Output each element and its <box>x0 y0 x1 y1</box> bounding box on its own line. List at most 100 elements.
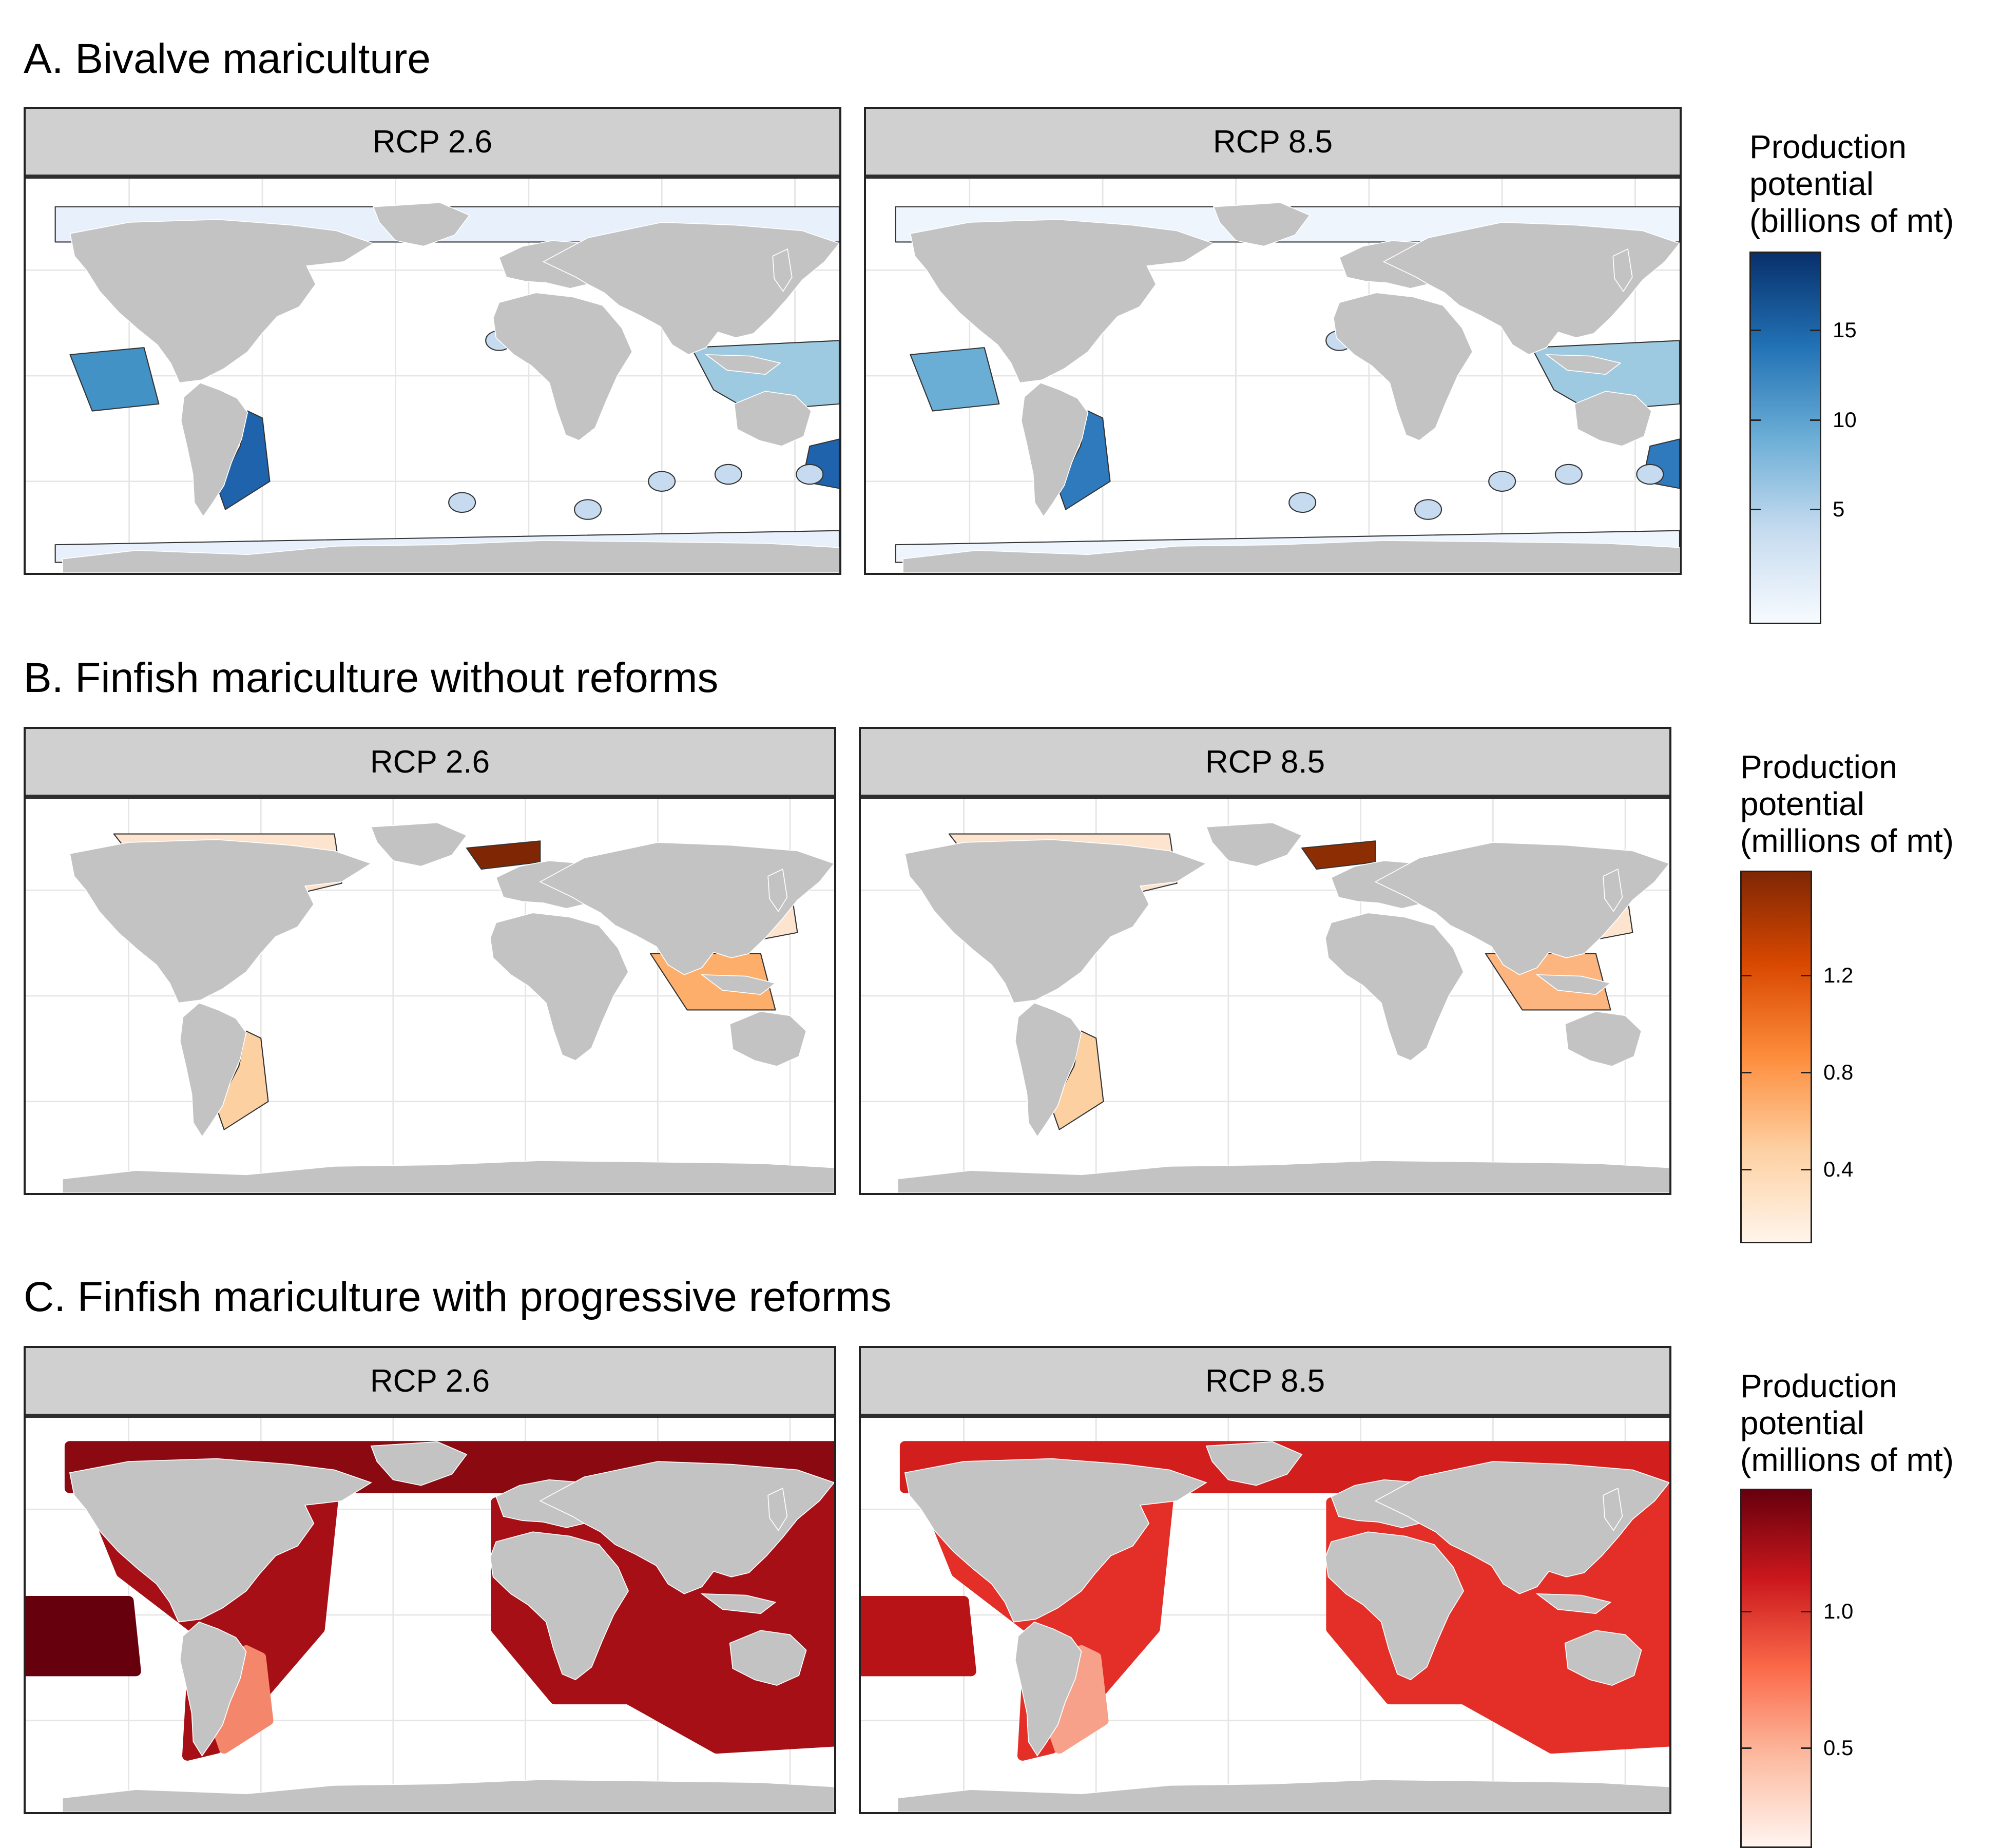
land-mass <box>1014 1002 1082 1138</box>
colorbar-tick-label: 1.2 <box>1823 963 1854 988</box>
map-panel-bivalve-rcp26: RCP 2.6 <box>24 107 841 575</box>
land-mass <box>1374 842 1669 975</box>
production-zone <box>211 1645 274 1754</box>
land-mass <box>490 912 629 1062</box>
production-zone <box>1636 464 1664 485</box>
land-mass <box>734 391 812 447</box>
legend-title-bivalve: Production potential (billions of mt) <box>1749 128 1954 239</box>
map-canvas <box>861 799 1669 1193</box>
land-mass <box>539 1461 834 1594</box>
colorbar-tick <box>1740 1611 1751 1612</box>
production-zone <box>26 1595 141 1677</box>
production-zone <box>217 410 271 510</box>
colorbar-tick <box>1801 975 1812 977</box>
production-zone <box>216 1030 269 1130</box>
production-zone <box>861 1595 976 1677</box>
land-mass <box>897 1779 1669 1812</box>
land-mass <box>1612 248 1633 292</box>
production-zone <box>1047 1645 1109 1754</box>
land-mass <box>373 202 470 247</box>
colorbar-tick-label: 1.0 <box>1823 1599 1854 1623</box>
colorbar-tick <box>1810 419 1821 421</box>
land-mass <box>62 540 839 573</box>
colorbar-tick <box>1749 330 1761 332</box>
panel-strip-label: RCP 8.5 <box>866 109 1680 179</box>
land-mass <box>539 842 834 975</box>
colorbar-tick <box>1740 1747 1751 1749</box>
land-mass <box>1535 974 1612 995</box>
colorbar-tick <box>1740 975 1751 977</box>
map-panel-finfish-no-reform-rcp85: RCP 8.5 <box>859 727 1671 1195</box>
colorbar-finfish-no-reform <box>1740 871 1812 1243</box>
colorbar-tick-label: 10 <box>1833 407 1857 432</box>
map-canvas <box>861 1418 1669 1812</box>
production-zone <box>448 492 476 513</box>
land-mass <box>1574 391 1652 447</box>
colorbar-tick <box>1810 508 1821 510</box>
land-mass <box>179 1002 247 1138</box>
land-mass <box>69 219 375 383</box>
land-mass <box>729 1011 807 1067</box>
production-zone <box>1057 410 1111 510</box>
land-mass <box>904 839 1207 1004</box>
land-mass <box>902 540 1680 573</box>
map-canvas <box>866 179 1680 573</box>
map-canvas <box>26 1418 834 1812</box>
world-map <box>866 179 1680 573</box>
land-mass <box>700 1593 777 1614</box>
land-mass <box>1325 1531 1465 1681</box>
colorbar-bivalve <box>1749 252 1821 624</box>
land-mass <box>1205 822 1303 867</box>
land-mass <box>62 1160 834 1193</box>
land-mass <box>1205 1441 1303 1486</box>
colorbar-tick <box>1801 1168 1812 1170</box>
land-mass <box>1333 292 1473 441</box>
land-mass <box>62 1779 834 1812</box>
land-mass <box>69 1458 372 1623</box>
production-zone <box>1288 492 1317 513</box>
land-mass <box>1603 868 1623 912</box>
land-mass <box>370 1441 468 1486</box>
production-zone <box>1488 471 1516 492</box>
production-zone <box>574 499 602 520</box>
colorbar-tick-label: 0.8 <box>1823 1060 1854 1085</box>
land-mass <box>1545 354 1622 375</box>
legend-title-finfish-no-reform: Production potential (millions of mt) <box>1740 748 1954 859</box>
colorbar-tick-label: 0.5 <box>1823 1736 1854 1760</box>
world-map <box>26 1418 834 1812</box>
section-title-finfish-no-reform: B. Finfish mariculture without reforms <box>24 654 719 701</box>
colorbar-tick <box>1801 1611 1812 1612</box>
production-zone <box>796 464 824 485</box>
land-mass <box>1535 1593 1612 1614</box>
panel-strip-label: RCP 2.6 <box>26 729 834 799</box>
land-mass <box>1564 1630 1642 1686</box>
production-zone <box>714 464 742 485</box>
land-mass <box>729 1630 807 1686</box>
colorbar-tick <box>1801 1072 1812 1074</box>
production-zone <box>69 347 160 412</box>
production-zone <box>910 347 1000 412</box>
panel-strip-label: RCP 8.5 <box>861 729 1669 799</box>
land-mass <box>897 1160 1669 1193</box>
map-panel-finfish-reform-rcp26: RCP 2.6 <box>24 1346 836 1814</box>
land-mass <box>1603 1487 1623 1531</box>
panel-strip-label: RCP 2.6 <box>26 109 839 179</box>
land-mass <box>1325 912 1465 1062</box>
land-mass <box>492 292 633 441</box>
land-mass <box>1374 1461 1669 1594</box>
map-canvas <box>26 799 834 1193</box>
land-mass <box>542 222 839 355</box>
colorbar-tick <box>1801 1747 1812 1749</box>
colorbar-tick-label: 5 <box>1833 496 1845 521</box>
land-mass <box>1382 222 1680 355</box>
colorbar-finfish-reform <box>1740 1489 1812 1848</box>
map-panel-bivalve-rcp85: RCP 8.5 <box>864 107 1682 575</box>
colorbar-tick <box>1749 419 1761 421</box>
land-mass <box>180 382 248 517</box>
land-mass <box>700 974 777 995</box>
world-map <box>861 1418 1669 1812</box>
land-mass <box>767 868 788 912</box>
world-map <box>26 179 839 573</box>
section-title-finfish-reform: C. Finfish mariculture with progressive … <box>24 1274 892 1320</box>
world-map <box>26 799 834 1193</box>
